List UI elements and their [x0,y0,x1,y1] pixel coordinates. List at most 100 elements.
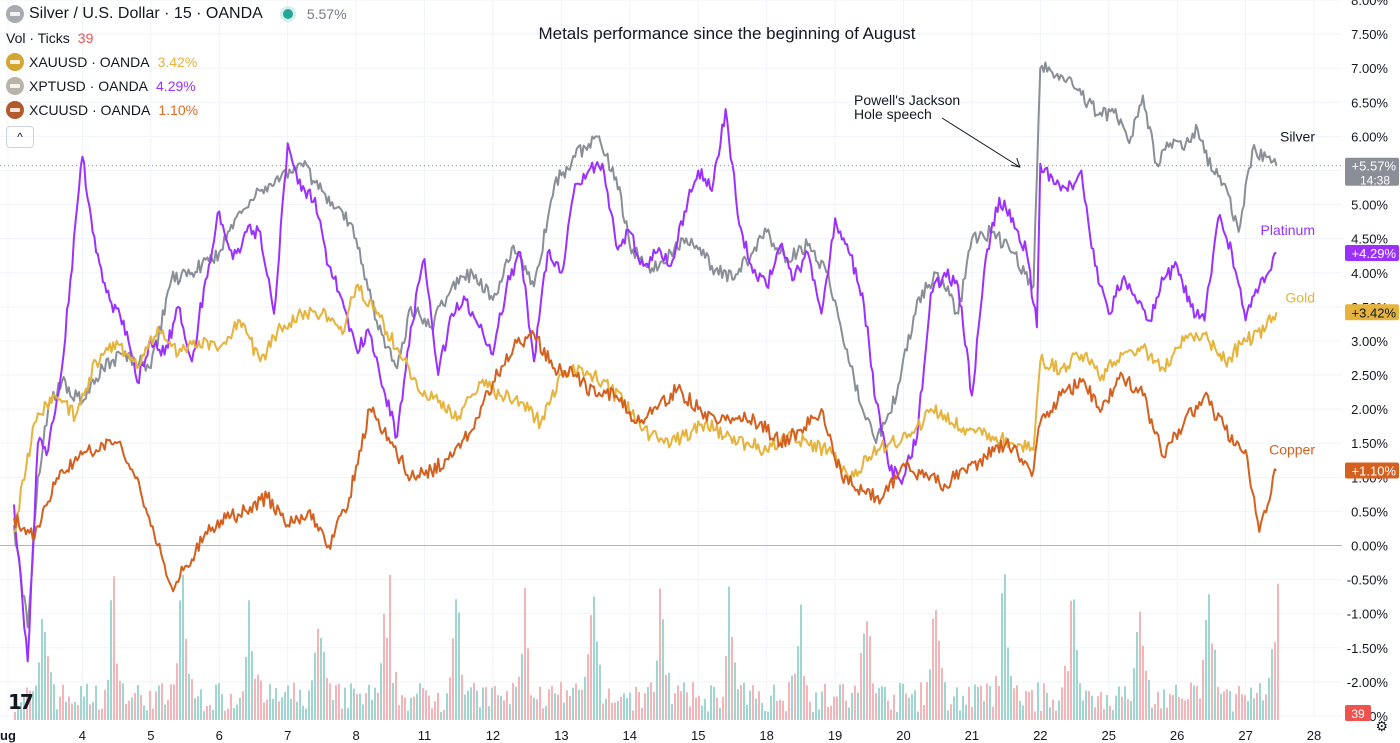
volume-bar [263,702,265,720]
volume-bar [617,700,619,720]
platinum-symbol-name: XPTUSD · OANDA [29,78,149,94]
volume-bar [611,702,613,720]
y-axis[interactable]: 8.00%7.50%7.00%6.50%6.00%5.50%5.00%4.50%… [1347,0,1389,724]
volume-bar [728,586,730,720]
legend-row-gold[interactable]: XAUUSD · OANDA 3.42% [6,50,347,74]
volume-bar [290,698,292,720]
volume-bar [314,652,316,720]
volume-bar [107,679,109,720]
volume-bar [884,686,886,720]
y-tick-label: -2.00% [1347,675,1389,690]
volume-bar [734,662,736,720]
volume-bar [1109,705,1111,720]
volume-bar [713,686,715,720]
volume-bar [998,686,1000,720]
volume-bar [674,693,676,720]
volume-bar [590,615,592,720]
volume-bar [1253,698,1255,720]
volume-bar [332,699,334,720]
volume-bar [476,690,478,720]
volume-bar [746,704,748,720]
volume-bar [398,705,400,720]
volume-bar [224,710,226,720]
volume-bar [779,699,781,720]
platinum-symbol-value: 4.29% [156,78,196,94]
platinum-symbol-icon [6,77,24,95]
volume-bar [950,704,952,720]
volume-bar [377,692,379,720]
volume-bar [227,708,229,720]
volume-bar [218,683,220,720]
volume-bar [326,678,328,720]
volume-bar [467,690,469,720]
x-tick-label: 26 [1170,728,1184,743]
volume-bar [113,576,115,720]
volume-bar [635,686,637,720]
volume-bar [320,638,322,720]
volume-bar [1016,685,1018,720]
volume-bar [506,690,508,720]
volume-bar [1076,650,1078,720]
series-lines [13,61,1278,663]
volume-bar [887,700,889,720]
volume-bar [1151,707,1153,720]
copper-price-label: +1.10% [1352,464,1397,479]
y-tick-label: 0.50% [1351,504,1388,519]
collapse-legend-button[interactable]: ^ [6,126,34,148]
volume-bar [1070,600,1072,720]
gold-series-line [13,283,1278,533]
x-axis[interactable]: ug 4 5 6 7 8 11 12 13 14 15 18 19 20 21 22 25 26 27 28 [0,728,1321,743]
volume-bar [1097,696,1099,720]
legend-row-platinum[interactable]: XPTUSD · OANDA 4.29% [6,74,347,98]
volume-bar [38,662,40,720]
volume-bar [548,689,550,720]
volume-bar [1073,599,1075,720]
volume-bar [386,637,388,720]
legend-row-copper[interactable]: XCUUSD · OANDA 1.10% [6,98,347,122]
gold-price-badge [1345,304,1399,321]
volume-bar [95,685,97,720]
volume-bar [1043,683,1045,720]
volume-bar [911,694,913,720]
volume-bar [797,646,799,720]
main-symbol-title[interactable]: Silver / U.S. Dollar · 15 · OANDA [29,5,263,22]
volume-bar [791,675,793,720]
volume-bar [968,686,970,720]
volume-bar [614,702,616,720]
volume-bar [917,711,919,720]
volume-bar [47,656,49,720]
settings-gear-icon[interactable]: ⚙ [1375,718,1388,734]
volume-bar [89,704,91,720]
volume-bar [323,651,325,720]
volume-bar [962,695,964,720]
volume-bar [1115,695,1117,720]
volume-bar [551,685,553,720]
volume-bar [266,699,268,720]
y-tick-label: 3.00% [1351,334,1388,349]
volume-bar [257,674,259,720]
volume-bar [443,709,445,720]
volume-bar [587,654,589,720]
volume-bar [1166,707,1168,720]
volume-bar [1049,707,1051,720]
volume-bar [242,691,244,720]
platinum-price-label: +4.29% [1352,246,1397,261]
volume-bar [1133,668,1135,720]
y-tick-label: -1.00% [1347,607,1389,622]
volume-bar [461,674,463,720]
x-tick-label: 14 [623,728,637,743]
legend-main-row[interactable]: Silver / U.S. Dollar · 15 · OANDA 5.57% [6,2,347,26]
volume-bar [929,669,931,720]
legend-volume-row[interactable]: Vol · Ticks 39 [6,26,347,50]
volume-bar [839,684,841,720]
y-tick-label: 4.50% [1351,232,1388,247]
volume-bar [182,575,184,720]
x-tick-label: 21 [965,728,979,743]
volume-bar [434,701,436,720]
volume-bar [23,695,25,720]
legend: Silver / U.S. Dollar · 15 · OANDA 5.57% … [6,2,347,148]
volume-bar [593,596,595,720]
volume-bar [761,703,763,720]
volume-bar [1091,695,1093,720]
y-tick-label: 6.50% [1351,95,1388,110]
